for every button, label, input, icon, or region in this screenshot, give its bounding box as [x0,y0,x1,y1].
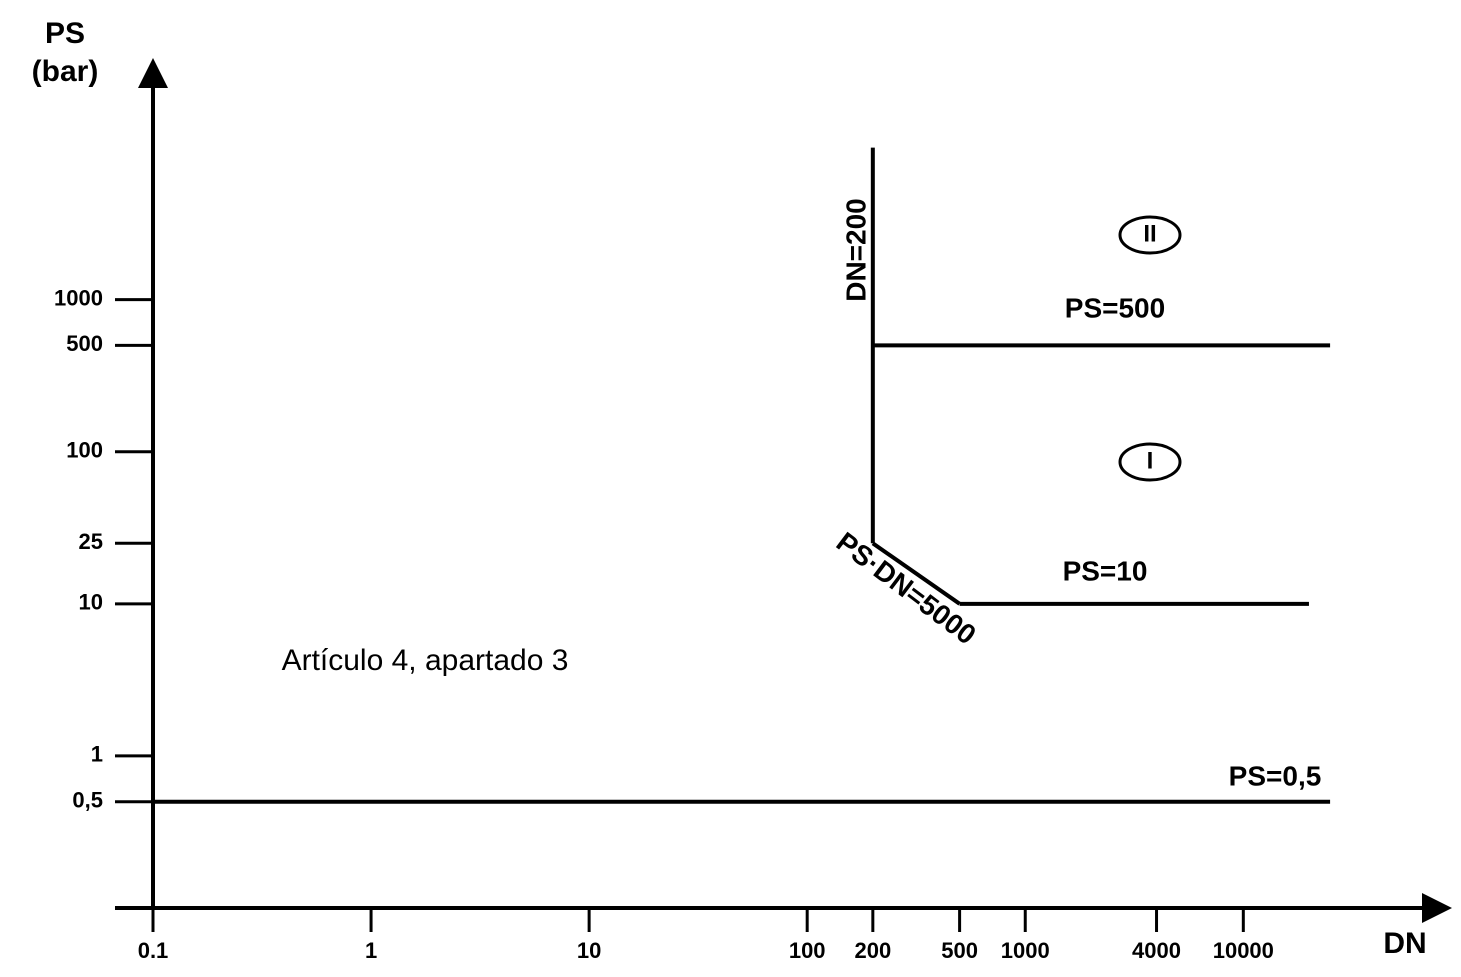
line-label: DN=200 [840,198,871,302]
annotation-circle [1118,215,1182,255]
x-tick-label: 10000 [1213,938,1274,963]
y-tick-label: 25 [79,529,103,554]
x-tick-label: 0.1 [138,938,169,963]
annotation: II [1143,220,1156,247]
line-label: PS·DN=5000 [831,526,982,651]
y-tick-label: 1 [91,742,103,767]
y-axis-arrow [138,58,168,88]
y-tick-label: 100 [66,438,103,463]
boundary-line [871,541,961,606]
line-label: PS=0,5 [1229,760,1322,791]
x-axis-arrow [1422,893,1452,923]
annotation: I [1147,447,1154,474]
annotation-circle [1118,442,1182,482]
x-tick-label: 10 [577,938,601,963]
y-tick-label: 500 [66,331,103,356]
x-tick-label: 100 [789,938,826,963]
annotation: Artículo 4, apartado 3 [282,644,569,677]
x-tick-label: 4000 [1132,938,1181,963]
y-tick-label: 0,5 [72,788,103,813]
line-label: PS=500 [1065,292,1165,323]
x-tick-label: 200 [854,938,891,963]
line-label: PS=10 [1063,555,1148,586]
y-axis-label: (bar) [32,55,99,88]
y-tick-label: 1000 [54,285,103,310]
y-tick-label: 10 [79,590,103,615]
x-tick-label: 1000 [1001,938,1050,963]
x-tick-label: 1 [365,938,377,963]
x-axis-label: DN [1383,927,1426,960]
x-tick-label: 500 [941,938,978,963]
y-axis-label: PS [45,17,85,50]
